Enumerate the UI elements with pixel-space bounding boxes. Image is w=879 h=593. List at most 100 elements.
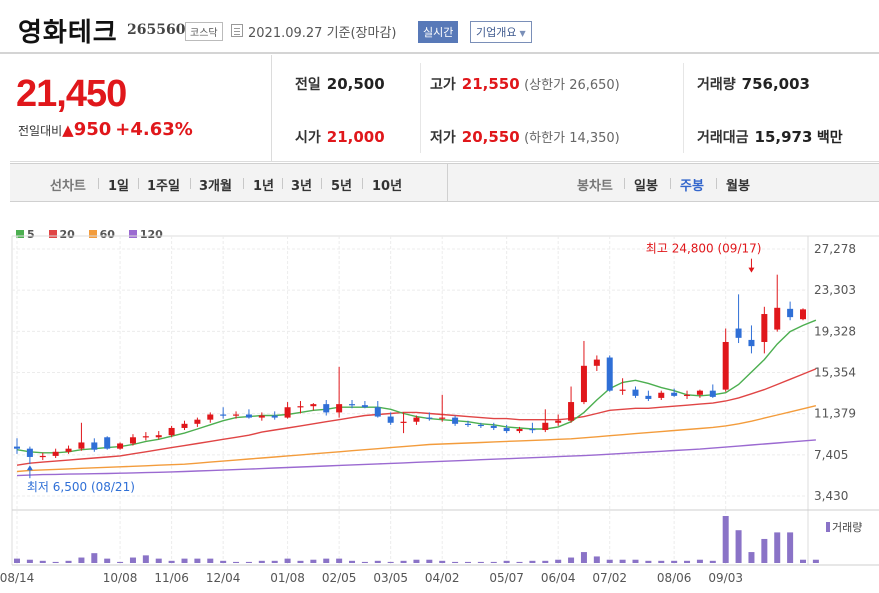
candle-daily[interactable]: 일봉 [634, 179, 658, 194]
lower-limit: (하한가 14,350) [524, 131, 620, 146]
high-label: 고가 [430, 77, 456, 93]
candle-body [684, 394, 691, 397]
volume-bar [812, 559, 819, 563]
candle-body [142, 436, 149, 438]
candle-body [374, 407, 381, 417]
candle-body [349, 404, 356, 406]
volume-bar [477, 561, 484, 563]
volume-bar [452, 561, 459, 563]
volume-bar [39, 560, 46, 563]
open-value: 21,000 [326, 128, 385, 146]
volume-bar [271, 560, 278, 563]
volume-bar [568, 557, 575, 563]
company-info-dropdown[interactable]: 기업개요 ▼ [470, 21, 532, 43]
current-price: 21,450 [16, 73, 127, 115]
candle-body [310, 404, 317, 407]
candle-body [761, 314, 768, 342]
candle-body [800, 309, 806, 320]
candle-body [413, 417, 420, 422]
y-tick-label: 15,354 [814, 366, 856, 380]
candle-body [168, 427, 175, 436]
caret-down-icon: ▼ [519, 29, 526, 38]
volume-bar [168, 560, 175, 563]
volume-bar [748, 552, 755, 563]
volume-bar [400, 560, 407, 563]
period-3y[interactable]: 3년 [291, 179, 313, 194]
period-1w[interactable]: 1주일 [147, 179, 180, 194]
volume-swatch [826, 522, 830, 532]
divider [447, 164, 448, 201]
candle-body [129, 437, 136, 444]
line-chart-label: 선차트 [50, 179, 86, 194]
candle-body [464, 423, 471, 426]
candle-body [503, 427, 510, 432]
candle-body [52, 451, 59, 456]
volume: 거래량 756,003 [697, 74, 810, 94]
x-tick-label: 09/03 [708, 571, 743, 585]
volume-bar [439, 560, 446, 563]
period-5y[interactable]: 5년 [331, 179, 353, 194]
volume-bar [787, 532, 794, 563]
volume-bar [361, 561, 368, 563]
separator [716, 178, 717, 189]
legend-label: 20 [59, 228, 75, 241]
period-selector: 선차트 1일 1주일 3개월 1년 3년 5년 10년 봉차트 일봉 주봉 월봉 [10, 163, 879, 202]
legend-swatch [48, 230, 57, 238]
period-10y[interactable]: 10년 [372, 179, 403, 194]
volume-legend: 거래량 [826, 519, 862, 535]
volume-bar [645, 560, 652, 563]
price-change: 전일대비▲950 +4.63% [18, 119, 193, 140]
volume-bar [194, 558, 201, 563]
period-1d[interactable]: 1일 [108, 179, 130, 194]
volume-bar [593, 556, 600, 563]
x-tick-label: 10/08 [103, 571, 138, 585]
volume-bar [774, 532, 781, 563]
divider [420, 63, 421, 153]
stock-chart[interactable]: 27,278 23,303 19,328 15,354 11,379 7,405 3,430… [0, 203, 879, 593]
candle-body [336, 404, 343, 413]
realtime-button[interactable]: 실시간 [418, 21, 459, 43]
separator [138, 178, 139, 189]
candle-chart-label: 봉차트 [577, 179, 613, 194]
candle-body [439, 417, 446, 419]
volume-bar [26, 559, 33, 563]
candle-body [748, 339, 755, 347]
volume-bar [761, 538, 768, 563]
turnover-value: 15,973 [754, 128, 813, 146]
period-1y[interactable]: 1년 [253, 179, 275, 194]
volume-bar [426, 559, 433, 563]
stock-code: 265560 [127, 22, 186, 38]
volume-bar [52, 561, 59, 563]
candle-body [722, 341, 729, 390]
volume-bar [245, 561, 252, 563]
separator [321, 178, 322, 189]
volume-bar [516, 561, 523, 563]
candle-body [258, 415, 265, 418]
candle-monthly[interactable]: 월봉 [726, 179, 750, 194]
volume-bar [632, 559, 639, 563]
candle-body [65, 448, 72, 452]
candle-body [39, 455, 46, 458]
volume-bar [336, 558, 343, 563]
volume-bar [490, 561, 497, 563]
volume-bar [555, 559, 562, 563]
legend-swatch [88, 230, 97, 238]
x-tick-label: 05/07 [489, 571, 524, 585]
candle-body [735, 328, 742, 338]
volume-bar [606, 559, 613, 563]
x-tick-label: 08/14 [0, 571, 34, 585]
market-badge: 코스닥 [185, 22, 223, 41]
candle-body [220, 414, 227, 416]
current-price-box: 21,450 전일대비▲950 +4.63% [10, 55, 272, 162]
candle-body [271, 415, 278, 418]
base-date: 2021.09.27 기준(장마감) [248, 26, 397, 41]
ma60-line [16, 405, 817, 473]
period-3m[interactable]: 3개월 [199, 179, 232, 194]
volume-bar [735, 530, 742, 563]
volume-bar [374, 560, 381, 563]
volume-bar [684, 560, 691, 563]
separator [190, 178, 191, 189]
x-tick-label: 12/04 [206, 571, 241, 585]
candle-weekly[interactable]: 주봉 [680, 179, 704, 194]
x-tick-label: 01/08 [270, 571, 305, 585]
